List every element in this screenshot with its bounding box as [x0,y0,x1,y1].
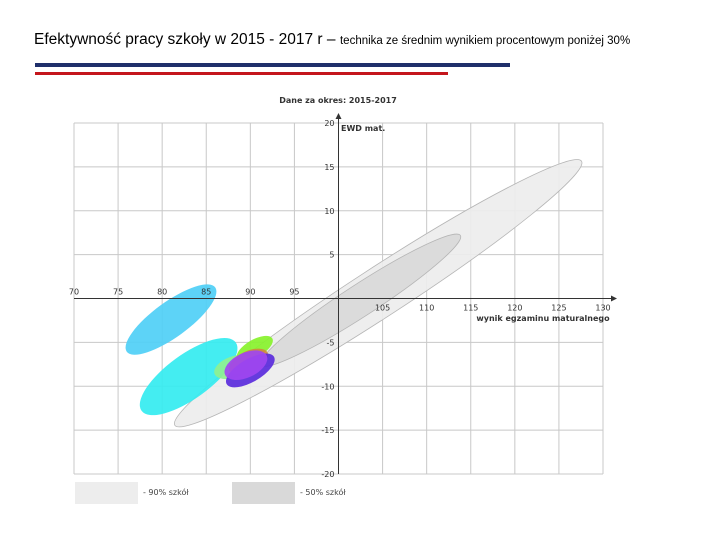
school-ellipse [224,350,268,380]
y-tick-label: -5 [327,338,335,347]
reference-area-50 [259,233,462,367]
legend-label: - 50% szkół [300,487,346,497]
y-tick-label: 20 [324,119,334,128]
x-tick-label: 80 [157,288,167,297]
x-axis-arrow [611,295,617,302]
page-title: Efektywność pracy szkoły w 2015 - 2017 r… [34,31,630,49]
y-tick-label: -10 [321,382,334,391]
x-tick-label: 105 [375,304,390,313]
y-tick-label: 10 [324,207,334,216]
legend: - 90% szkół - 50% szkół [75,482,346,504]
chart-axes [74,113,617,474]
reference-areas [173,159,583,428]
x-tick-label: 75 [113,288,123,297]
x-tick-label: 95 [289,288,299,297]
x-tick-label: 110 [419,304,434,313]
y-tick-label: 5 [329,251,334,260]
y-axis-arrow [335,113,342,119]
school-ellipse [139,338,238,416]
x-tick-label: 130 [595,304,610,313]
divider-red [35,72,448,75]
x-tick-label: 85 [201,288,211,297]
y-tick-label: 15 [324,163,334,172]
x-axis-label: wynik egzaminu maturalnego [476,314,610,323]
x-tick-label: 115 [463,304,478,313]
y-tick-label: -15 [321,426,334,435]
x-tick-label: 125 [551,304,566,313]
y-axis-label: EWD mat. [341,124,385,133]
page-title-subtitle: technika ze średnim wynikiem procentowym… [339,35,631,47]
x-tick-label: 70 [69,288,79,297]
page-title-main: Efektywność pracy szkoły w 2015 - 2017 r… [34,31,336,48]
chart-title: Dane za okres: 2015-2017 [279,96,397,105]
y-tick-label: -20 [321,470,334,479]
school-ellipses [125,284,275,416]
divider-blue [35,63,510,67]
legend-swatch [75,482,138,504]
x-tick-label: 90 [245,288,255,297]
legend-label: - 90% szkół [143,487,189,497]
x-tick-label: 120 [507,304,522,313]
legend-swatch [232,482,295,504]
school-ellipse [125,284,217,355]
